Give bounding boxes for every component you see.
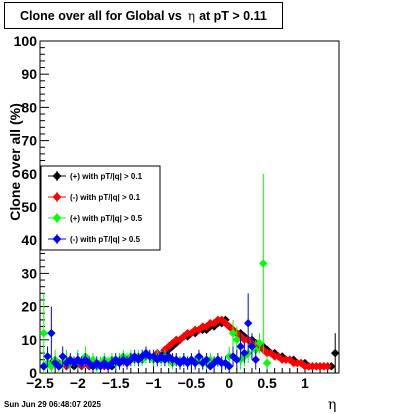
y-tick-label: 30 bbox=[21, 265, 37, 281]
data-point bbox=[259, 259, 268, 268]
data-point bbox=[134, 355, 143, 364]
y-tick-label: 100 bbox=[14, 33, 38, 49]
data-point bbox=[115, 358, 124, 368]
y-tick-label: 10 bbox=[21, 332, 37, 348]
y-tick-label: 50 bbox=[21, 199, 37, 215]
data-point bbox=[58, 352, 67, 361]
title-eta-symbol: η bbox=[187, 9, 196, 23]
x-tick-label: 0.5 bbox=[257, 375, 277, 391]
data-point bbox=[255, 338, 264, 348]
title-prefix: Clone over all for Global vs bbox=[20, 9, 182, 23]
data-point bbox=[213, 355, 223, 364]
data-point bbox=[202, 355, 211, 364]
legend-label: (-) with pT/|q| > 0.5 bbox=[70, 235, 141, 244]
timestamp: Sun Jun 29 06:48:07 2025 bbox=[4, 400, 101, 409]
legend-label: (-) with pT/|q| > 0.1 bbox=[70, 193, 141, 202]
data-point bbox=[262, 358, 272, 368]
plot-title: Clone over all for Global vs η at pT > 0.1… bbox=[4, 2, 283, 29]
data-point bbox=[247, 342, 257, 351]
data-point bbox=[39, 362, 48, 371]
data-point bbox=[225, 322, 234, 331]
series-4 bbox=[39, 293, 260, 371]
data-point bbox=[122, 358, 132, 368]
legend-marker bbox=[52, 171, 62, 181]
data-series-layer bbox=[39, 173, 340, 373]
data-point bbox=[156, 352, 166, 361]
y-tick-label: 80 bbox=[21, 99, 37, 115]
data-point bbox=[47, 328, 56, 338]
legend-label: (+) with pT/|q| > 0.5 bbox=[70, 214, 143, 223]
data-point bbox=[194, 352, 204, 361]
y-tick-label: 90 bbox=[21, 66, 37, 82]
title-suffix: at pT > 0.11 bbox=[199, 9, 267, 23]
x-tick-label: 1 bbox=[301, 375, 309, 391]
x-tick-label: −2 bbox=[70, 375, 86, 391]
x-tick-label: 0 bbox=[225, 375, 233, 391]
legend: (+) with pT/|q| > 0.1 (-) with pT/|q| > 0… bbox=[40, 165, 161, 251]
data-point bbox=[228, 328, 238, 338]
data-point bbox=[225, 362, 234, 371]
data-point bbox=[54, 362, 64, 371]
data-point bbox=[179, 332, 189, 341]
y-tick-label: 60 bbox=[21, 166, 37, 182]
x-tick-label: −2.5 bbox=[26, 375, 54, 391]
y-tick-label: 40 bbox=[21, 232, 37, 248]
y-tick-label: 20 bbox=[21, 299, 37, 315]
legend-box bbox=[40, 165, 161, 251]
data-point bbox=[240, 348, 249, 358]
data-point bbox=[179, 355, 189, 364]
legend-marker bbox=[52, 192, 62, 202]
data-point bbox=[73, 355, 83, 364]
x-tick-label: −0.5 bbox=[178, 375, 206, 391]
x-axis-label: η bbox=[328, 397, 337, 413]
data-point bbox=[62, 358, 71, 368]
legend-marker bbox=[52, 213, 62, 223]
x-tick-label: −1 bbox=[146, 375, 162, 391]
data-point bbox=[190, 358, 200, 368]
x-tick-label: −1.5 bbox=[102, 375, 130, 391]
y-axis-label: Clone over all (%) bbox=[7, 103, 23, 220]
legend-label: (+) with pT/|q| > 0.1 bbox=[70, 172, 143, 181]
data-point bbox=[323, 362, 332, 371]
data-point bbox=[243, 319, 253, 328]
data-point bbox=[232, 335, 242, 344]
data-point bbox=[232, 355, 242, 364]
y-tick-label: 0 bbox=[29, 365, 37, 381]
data-point bbox=[331, 348, 340, 358]
data-point bbox=[39, 328, 48, 338]
legend-marker bbox=[52, 234, 62, 244]
data-point bbox=[43, 352, 52, 361]
y-tick-label: 70 bbox=[21, 133, 37, 149]
data-point bbox=[236, 342, 245, 351]
data-point bbox=[251, 355, 260, 364]
